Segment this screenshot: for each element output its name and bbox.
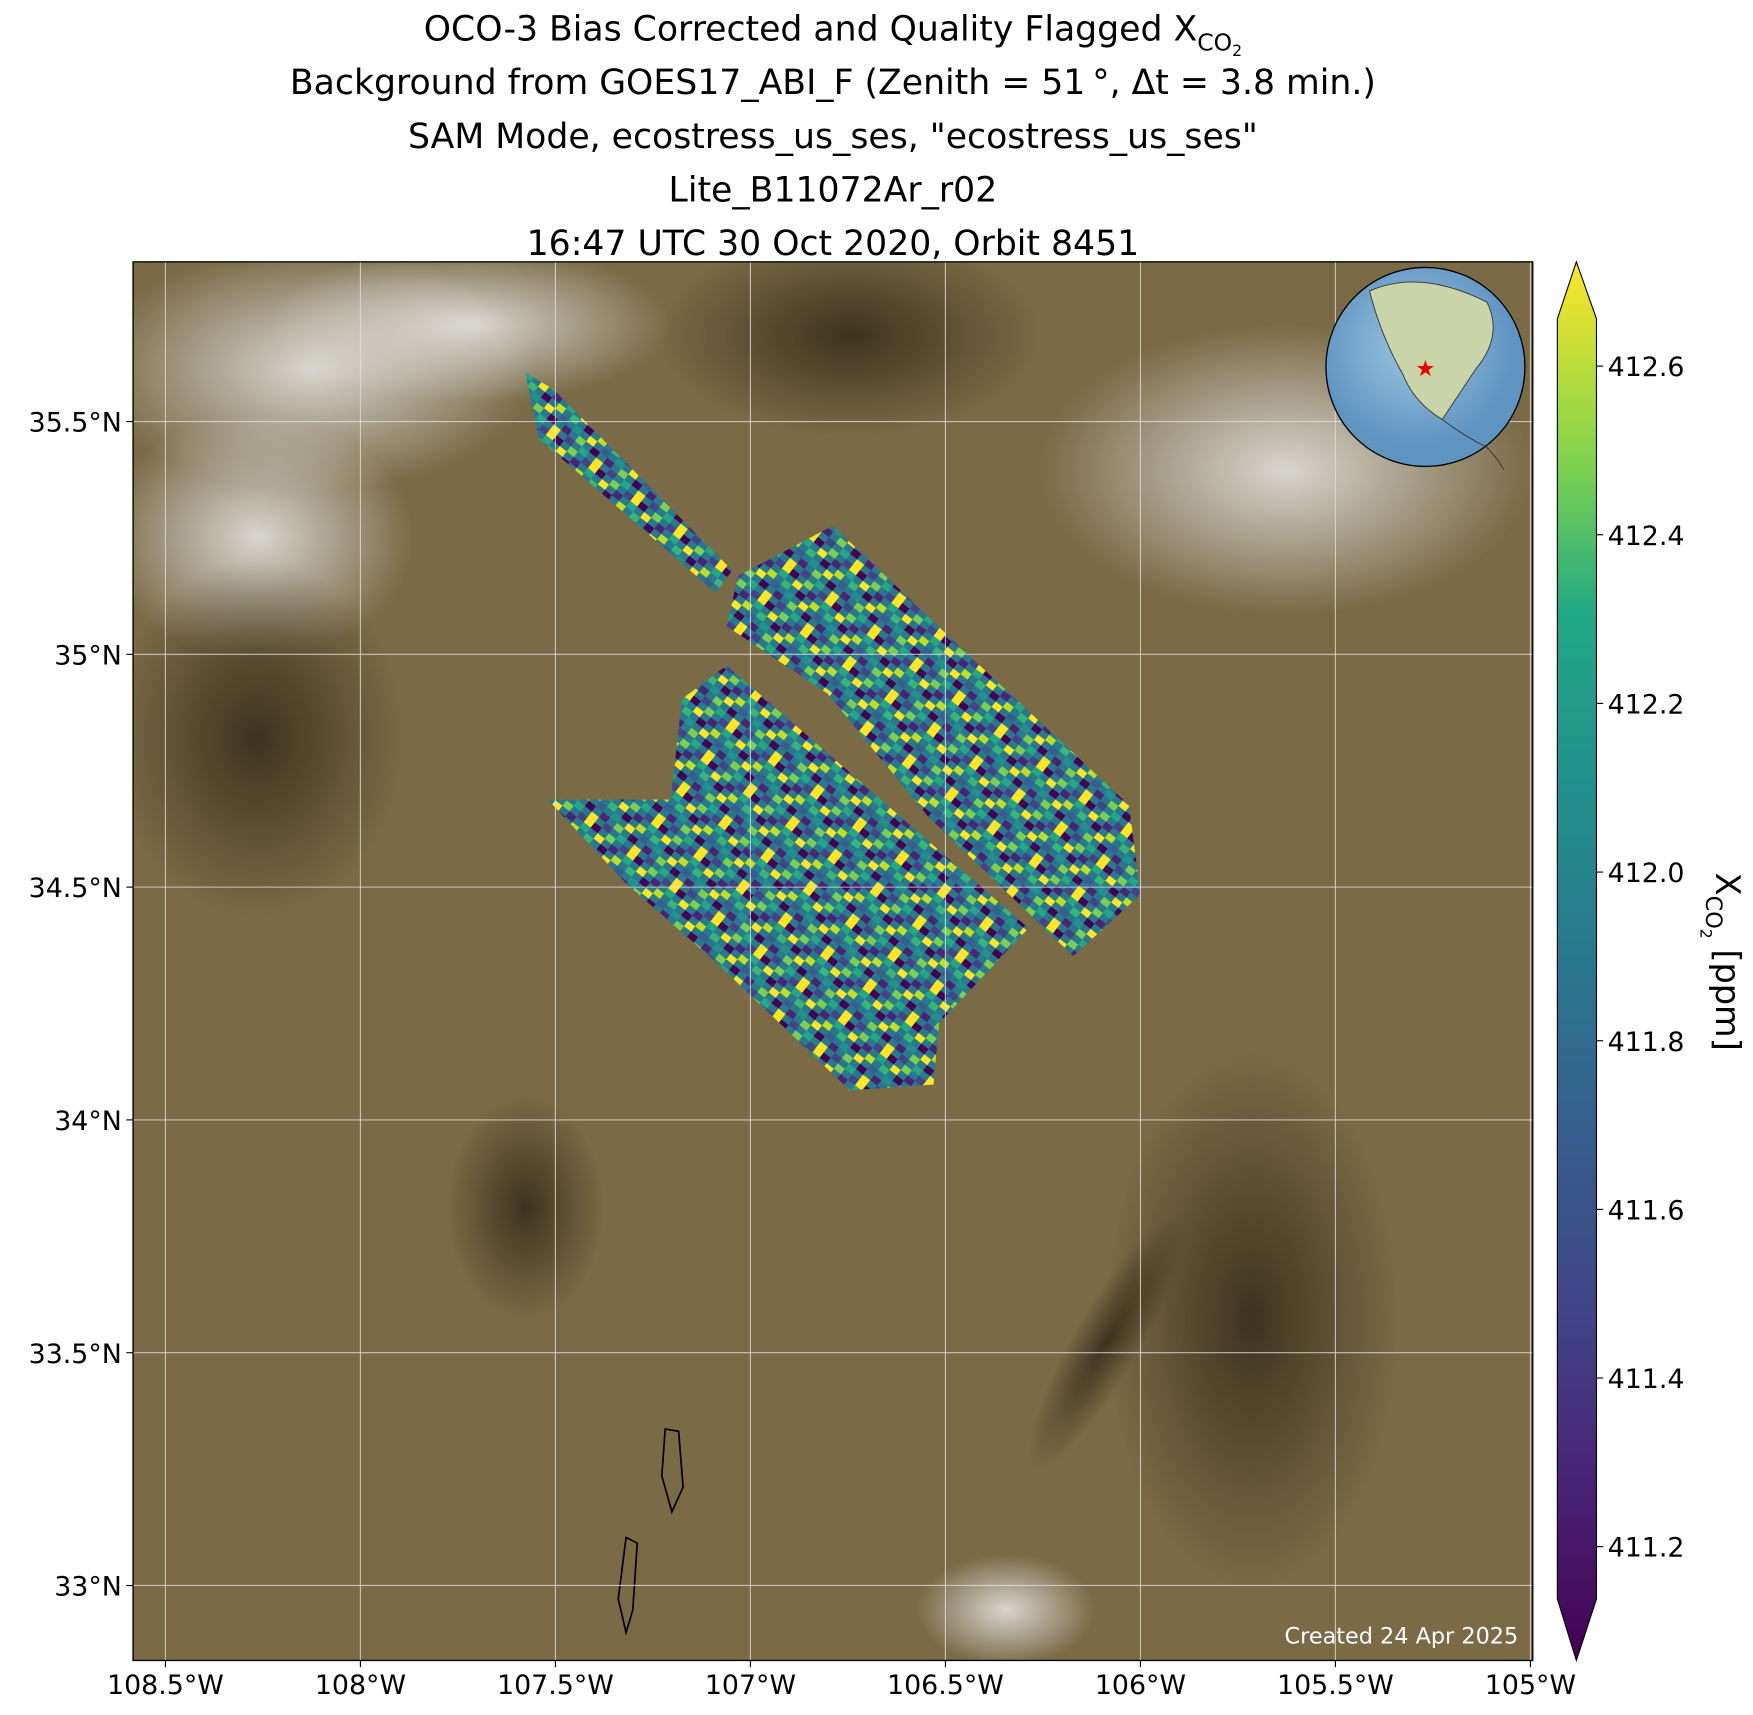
- y-tick-label: 34°N: [54, 1106, 122, 1137]
- colorbar-tick-label: 412.0: [1608, 858, 1685, 889]
- titles: OCO-3 Bias Corrected and Quality Flagged…: [424, 9, 1242, 60]
- swath: [547, 665, 1029, 1091]
- svg-text:★: ★: [1415, 356, 1435, 382]
- swath: [726, 525, 1141, 957]
- subtitle: 16:47 UTC 30 Oct 2020, Orbit 8451: [527, 224, 1140, 264]
- x-tick-label: 107°W: [705, 1670, 796, 1701]
- x-tick-label: 108°W: [315, 1670, 406, 1701]
- title: OCO-3 Bias Corrected and Quality Flagged…: [424, 9, 1242, 60]
- subtitle: Background from GOES17_ABI_F (Zenith = 5…: [290, 63, 1376, 103]
- y-tick-label: 35.5°N: [29, 408, 122, 439]
- colorbar-label: XCO2 [ppm]: [1696, 873, 1747, 1051]
- x-tick-label: 106°W: [1095, 1670, 1186, 1701]
- basemap: Created 24 Apr 2025: [133, 261, 1533, 1661]
- colorbar-tick-label: 412.2: [1608, 689, 1685, 720]
- colorbar-tick-label: 411.2: [1608, 1533, 1685, 1564]
- colorbar-tick-label: 411.8: [1608, 1027, 1685, 1058]
- y-tick-label: 33°N: [54, 1572, 122, 1603]
- subtitle: SAM Mode, ecostress_us_ses, "ecostress_u…: [408, 117, 1258, 157]
- y-tick-label: 35°N: [54, 640, 122, 671]
- colorbar-tick-label: 412.4: [1608, 521, 1685, 552]
- x-tick-label: 106.5°W: [887, 1670, 1004, 1701]
- x-tick-label: 107.5°W: [497, 1670, 614, 1701]
- colorbar-frame: [1556, 260, 1598, 1663]
- y-tick-label: 34.5°N: [29, 873, 122, 904]
- footer: Created 24 Apr 2025: [1285, 1624, 1519, 1650]
- colorbar-tick-label: 411.6: [1608, 1195, 1685, 1226]
- colorbar-tick-label: 411.4: [1608, 1364, 1685, 1395]
- x-tick-label: 108.5°W: [107, 1670, 224, 1701]
- x-tick-label: 105.5°W: [1277, 1670, 1394, 1701]
- lake-outline: [617, 1428, 684, 1636]
- colorbar-tick-label: 412.6: [1608, 352, 1685, 383]
- y-tick-label: 33.5°N: [29, 1339, 122, 1370]
- swath: [525, 372, 733, 593]
- globe-inset: ★: [1325, 266, 1526, 470]
- x-tick-label: 105°W: [1485, 1670, 1576, 1701]
- subtitle: Lite_B11072Ar_r02: [669, 170, 998, 210]
- map-frame: [132, 261, 1534, 1662]
- colorbar: [1557, 261, 1597, 1661]
